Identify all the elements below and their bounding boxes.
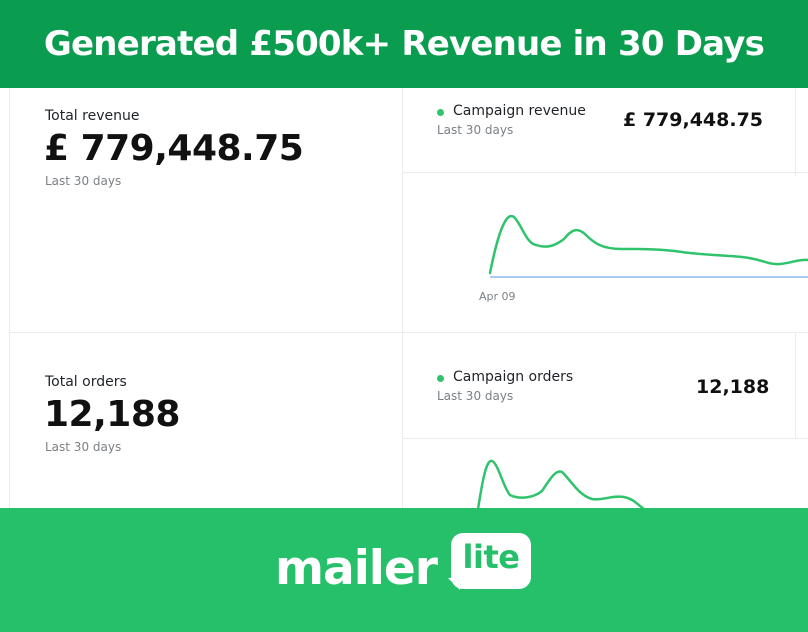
column-divider	[9, 88, 10, 508]
total-revenue-label: Total revenue	[45, 108, 140, 124]
brand-footer	[0, 508, 808, 632]
campaign-revenue-value: £ 779,448.75	[623, 109, 764, 131]
campaign-orders-chart	[476, 459, 646, 509]
column-divider	[795, 88, 796, 176]
column-divider	[402, 88, 403, 508]
campaign-orders-value: 12,188	[696, 376, 770, 398]
campaign-revenue-period: Last 30 days	[437, 123, 514, 137]
total-revenue-period: Last 30 days	[45, 174, 122, 188]
headline-title: Generated £500k+ Revenue in 30 Days	[43, 24, 765, 64]
total-orders-value: 12,188	[44, 394, 180, 435]
row-divider	[402, 438, 808, 439]
headline-banner: Generated £500k+ Revenue in 30 Days	[0, 0, 808, 88]
revenue-chart-axis-label: Apr 09	[479, 290, 516, 303]
campaign-revenue-label: Campaign revenue	[453, 103, 586, 119]
campaign-orders-legend-dot	[437, 375, 444, 382]
mailerlite-logo-wordmark: mailer	[275, 541, 438, 596]
row-divider	[9, 332, 808, 333]
row-divider	[402, 172, 808, 173]
total-revenue-value: £ 779,448.75	[44, 128, 304, 169]
orders-series-line	[476, 459, 646, 509]
campaign-revenue-legend-dot	[437, 109, 444, 116]
campaign-orders-period: Last 30 days	[437, 389, 514, 403]
revenue-series-line	[488, 214, 808, 275]
campaign-revenue-chart	[488, 214, 808, 278]
logo-speech-badge	[451, 533, 531, 589]
total-orders-label: Total orders	[45, 374, 127, 390]
campaign-orders-label: Campaign orders	[453, 369, 574, 385]
logo-badge-text: lite	[462, 538, 520, 576]
total-orders-period: Last 30 days	[45, 440, 122, 454]
dashboard-panel: Total revenue £ 779,448.75 Last 30 days …	[0, 88, 808, 509]
column-divider	[795, 333, 796, 438]
